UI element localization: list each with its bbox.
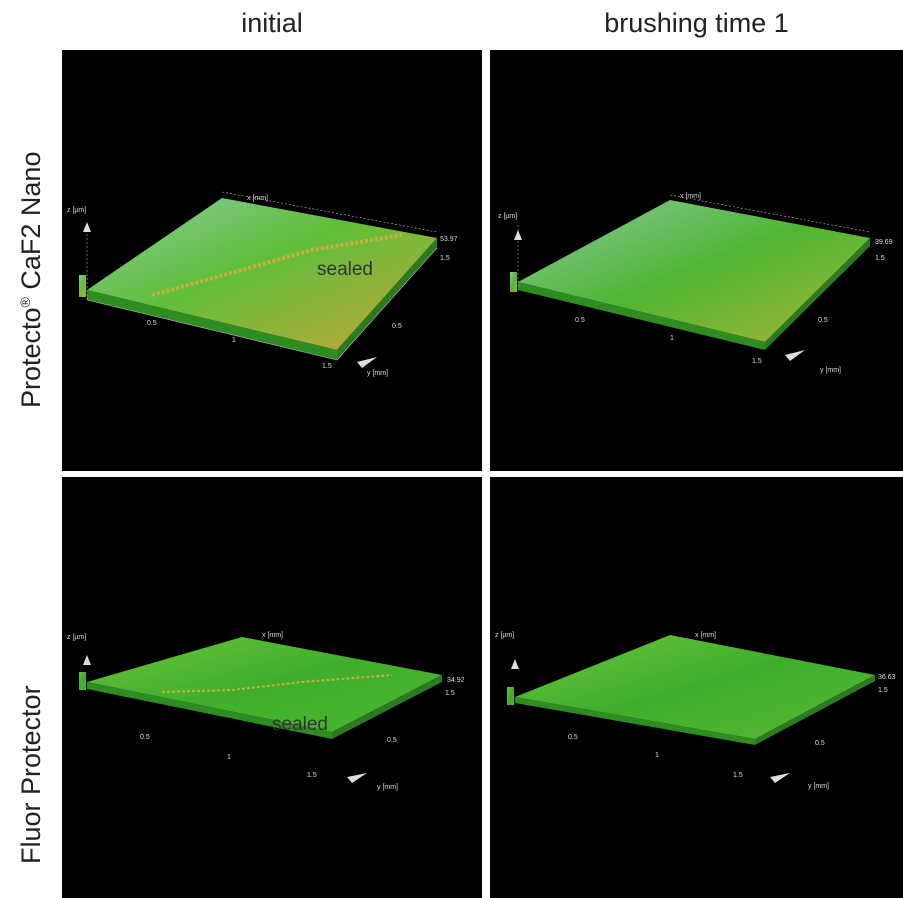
z-axis-label: z [µm] [495, 632, 514, 639]
surface-top [515, 635, 875, 739]
zmax-label: 53.97 [440, 236, 458, 243]
x-axis-label: x [mm] [262, 632, 283, 639]
z-axis-arrow-icon [83, 222, 91, 232]
surface-side-edge [765, 238, 870, 350]
tick-x-15: 1.5 [322, 363, 332, 370]
tick-x-05: 0.5 [575, 317, 585, 324]
surface-render: sealed z [µm] x [mm] y [mm] 34.92 0.5 1 … [67, 632, 465, 791]
z-axis-arrow-icon [83, 655, 91, 665]
surface-render: sealed z [µm] x [mm] y [mm] 53.97 0.5 1 … [67, 191, 458, 377]
tick-x-15: 1.5 [733, 772, 743, 779]
y-axis-arrow-icon [785, 350, 805, 361]
zmax-label: 39.69 [875, 239, 893, 246]
zmax-label: 34.92 [447, 677, 465, 684]
row-title-protecto-suffix: CaF2 Nano [16, 151, 46, 298]
tick-x-1: 1 [655, 752, 659, 759]
seal-boundary [151, 233, 403, 297]
color-scale [79, 672, 86, 690]
tick-y-15: 1.5 [878, 687, 888, 694]
y-axis-label: y [mm] [367, 370, 388, 377]
tick-x-1: 1 [670, 335, 674, 342]
row-title-protecto: Protecto® CaF2 Nano [16, 152, 47, 408]
sealed-label: sealed [272, 714, 328, 735]
z-axis-arrow-icon [514, 230, 522, 240]
tick-x-05: 0.5 [568, 734, 578, 741]
registered-mark: ® [17, 297, 33, 308]
surface-top [518, 200, 870, 342]
surface-side-edge [755, 675, 875, 745]
tick-y-15: 1.5 [445, 690, 455, 697]
tick-x-15: 1.5 [307, 772, 317, 779]
surface-render: z [µm] x [mm] y [mm] 36.63 0.5 1 1.5 0.5… [495, 632, 896, 790]
column-title-brushing: brushing time 1 [604, 8, 789, 38]
tick-x-05: 0.5 [147, 320, 157, 327]
tick-x-1: 1 [232, 337, 236, 344]
tick-y-05: 0.5 [818, 317, 828, 324]
z-axis-label: z [µm] [67, 207, 86, 214]
tick-y-05: 0.5 [387, 737, 397, 744]
panel-protecto-initial: sealed z [µm] x [mm] y [mm] 53.97 0.5 1 … [62, 50, 482, 471]
surface-front-edge [518, 282, 765, 350]
x-axis-label: x [mm] [247, 195, 268, 202]
y-axis-arrow-icon [770, 773, 790, 783]
tick-x-1: 1 [227, 754, 231, 761]
surface-front-edge [87, 290, 337, 360]
row-title-fluor: Fluor Protector [16, 685, 46, 864]
surface-front-edge [515, 697, 755, 745]
seal-boundary [161, 674, 393, 693]
x-axis-label: x [mm] [680, 193, 701, 200]
surface-side-edge [332, 675, 442, 739]
tick-y-15: 1.5 [440, 255, 450, 262]
tick-y-05: 0.5 [815, 740, 825, 747]
color-scale [510, 272, 517, 292]
tick-y-15: 1.5 [875, 255, 885, 262]
column-title-initial: initial [241, 8, 303, 38]
y-axis-label: y [mm] [808, 783, 829, 790]
sealed-label: sealed [317, 259, 373, 280]
y-axis-label: y [mm] [820, 367, 841, 374]
panel-fluor-initial: sealed z [µm] x [mm] y [mm] 34.92 0.5 1 … [62, 477, 482, 898]
zmax-label: 36.63 [878, 674, 896, 681]
surface-render: z [µm] x [mm] y [mm] 39.69 0.5 1 1.5 0.5… [498, 193, 893, 374]
color-scale [79, 275, 86, 297]
y-axis-arrow-icon [357, 357, 377, 368]
panel-protecto-brushing: z [µm] x [mm] y [mm] 39.69 0.5 1 1.5 0.5… [490, 50, 903, 471]
tick-y-05: 0.5 [392, 323, 402, 330]
surface-top [87, 637, 442, 732]
surface-side-edge [337, 238, 437, 360]
y-axis-label: y [mm] [377, 784, 398, 791]
surface-top [87, 198, 437, 350]
surface-front-edge [87, 682, 332, 739]
y-axis-arrow-icon [347, 773, 367, 783]
z-axis-label: z [µm] [67, 634, 86, 641]
x-axis-label: x [mm] [695, 632, 716, 639]
row-title-protecto-name: Protecto [16, 307, 46, 408]
color-scale [507, 687, 514, 705]
z-axis-label: z [µm] [498, 213, 517, 220]
panel-fluor-brushing: z [µm] x [mm] y [mm] 36.63 0.5 1 1.5 0.5… [490, 477, 903, 898]
z-axis-arrow-icon [511, 659, 519, 669]
tick-x-15: 1.5 [752, 358, 762, 365]
tick-x-05: 0.5 [140, 734, 150, 741]
